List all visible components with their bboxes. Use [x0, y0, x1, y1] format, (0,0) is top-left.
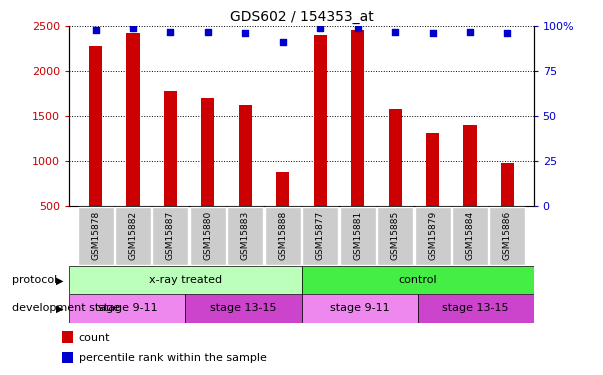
Text: stage 13-15: stage 13-15 [443, 303, 509, 313]
Text: GSM15879: GSM15879 [428, 211, 437, 260]
Point [166, 28, 175, 34]
Bar [186, 294, 302, 322]
Title: GDS602 / 154353_at: GDS602 / 154353_at [230, 10, 373, 24]
Text: x-ray treated: x-ray treated [149, 275, 222, 285]
Text: development stage: development stage [12, 303, 120, 313]
FancyBboxPatch shape [227, 207, 264, 265]
Point [315, 25, 325, 31]
Point [390, 28, 400, 34]
FancyBboxPatch shape [490, 207, 525, 265]
FancyBboxPatch shape [339, 207, 376, 265]
Text: control: control [398, 275, 437, 285]
Bar [426, 134, 439, 206]
FancyBboxPatch shape [377, 207, 413, 265]
Bar [417, 294, 534, 322]
Bar [69, 294, 186, 322]
Text: GSM15888: GSM15888 [278, 211, 287, 260]
Text: ▶: ▶ [56, 303, 63, 313]
Text: stage 9-11: stage 9-11 [330, 303, 390, 313]
Bar [62, 352, 72, 363]
FancyBboxPatch shape [78, 207, 113, 265]
Bar [127, 33, 139, 206]
Point [465, 28, 475, 34]
Point [353, 25, 362, 31]
Text: GSM15882: GSM15882 [128, 211, 137, 260]
Text: GSM15884: GSM15884 [466, 211, 475, 260]
Bar [239, 105, 252, 206]
Text: GSM15887: GSM15887 [166, 211, 175, 260]
Text: GSM15880: GSM15880 [203, 211, 212, 260]
Bar [164, 91, 177, 206]
Point [428, 30, 437, 36]
Text: GSM15878: GSM15878 [91, 211, 100, 260]
FancyBboxPatch shape [190, 207, 226, 265]
FancyBboxPatch shape [302, 207, 338, 265]
Point [203, 28, 213, 34]
Bar [302, 266, 534, 294]
Bar [351, 30, 364, 206]
Text: protocol: protocol [12, 275, 57, 285]
Text: stage 13-15: stage 13-15 [210, 303, 277, 313]
Text: GSM15886: GSM15886 [503, 211, 512, 260]
Bar [62, 331, 72, 343]
Bar [89, 46, 102, 206]
Point [241, 30, 250, 36]
FancyBboxPatch shape [153, 207, 188, 265]
Point [128, 25, 138, 31]
Bar [388, 109, 402, 206]
Point [503, 30, 513, 36]
Text: GSM15881: GSM15881 [353, 211, 362, 260]
FancyBboxPatch shape [265, 207, 301, 265]
Bar [302, 294, 417, 322]
Point [90, 27, 100, 33]
Text: count: count [79, 333, 110, 343]
Bar [314, 35, 327, 206]
Text: GSM15885: GSM15885 [391, 211, 400, 260]
Bar [69, 266, 302, 294]
Bar [201, 98, 215, 206]
Bar [501, 163, 514, 206]
Text: GSM15883: GSM15883 [241, 211, 250, 260]
Text: stage 9-11: stage 9-11 [98, 303, 157, 313]
Bar [276, 172, 289, 206]
FancyBboxPatch shape [415, 207, 450, 265]
Point [278, 39, 288, 45]
Text: percentile rank within the sample: percentile rank within the sample [79, 353, 267, 363]
Text: ▶: ▶ [56, 275, 63, 285]
FancyBboxPatch shape [452, 207, 488, 265]
Bar [464, 125, 476, 206]
Text: GSM15877: GSM15877 [316, 211, 325, 260]
FancyBboxPatch shape [115, 207, 151, 265]
